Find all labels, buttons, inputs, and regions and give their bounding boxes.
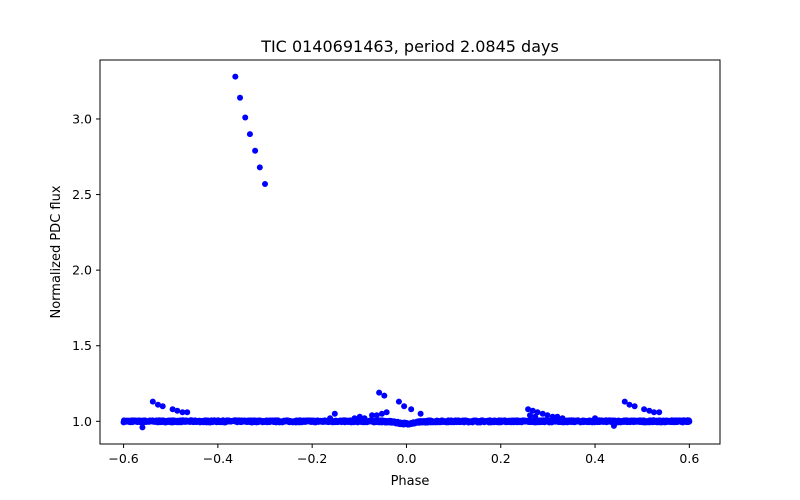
x-axis: −0.6 −0.4 −0.2 0.0 0.2 0.4 0.6 bbox=[108, 444, 699, 466]
data-point bbox=[383, 409, 390, 416]
data-point bbox=[641, 406, 648, 413]
data-point bbox=[376, 389, 383, 396]
data-point bbox=[532, 413, 539, 420]
data-point bbox=[149, 398, 156, 405]
y-tick-label: 1.5 bbox=[72, 338, 92, 353]
data-point bbox=[417, 410, 424, 417]
data-point bbox=[242, 114, 249, 121]
y-axis: 1.0 1.5 2.0 2.5 3.0 bbox=[72, 111, 100, 429]
data-point bbox=[395, 398, 402, 405]
data-point bbox=[626, 401, 633, 408]
data-point bbox=[539, 410, 546, 417]
data-point bbox=[544, 412, 551, 419]
data-point bbox=[262, 180, 269, 187]
data-point bbox=[174, 407, 181, 414]
data-point bbox=[656, 409, 663, 416]
y-tick-label: 3.0 bbox=[72, 111, 92, 126]
x-tick-label: −0.6 bbox=[108, 451, 138, 466]
y-tick-label: 2.0 bbox=[72, 263, 92, 278]
data-point bbox=[139, 424, 146, 431]
data-point bbox=[154, 401, 161, 408]
y-axis-label: Normalized PDC flux bbox=[49, 185, 64, 318]
data-point bbox=[408, 406, 415, 413]
x-tick-label: −0.2 bbox=[297, 451, 327, 466]
data-point bbox=[646, 407, 653, 414]
plot-frame bbox=[99, 59, 721, 445]
x-axis-label: Phase bbox=[391, 474, 430, 489]
data-point bbox=[356, 413, 363, 420]
data-point bbox=[525, 406, 532, 413]
data-point bbox=[252, 147, 259, 154]
data-point bbox=[184, 409, 191, 416]
data-point bbox=[592, 415, 599, 422]
data-point bbox=[559, 415, 566, 422]
data-point bbox=[610, 422, 617, 429]
data-point bbox=[246, 131, 253, 138]
data-points bbox=[120, 73, 693, 431]
data-point bbox=[159, 403, 166, 410]
x-tick-label: 0.6 bbox=[679, 451, 699, 466]
data-point bbox=[378, 410, 385, 417]
data-point bbox=[529, 407, 536, 414]
y-tick-label: 2.5 bbox=[72, 187, 92, 202]
data-point bbox=[526, 412, 533, 419]
data-point bbox=[351, 415, 358, 422]
x-tick-label: −0.4 bbox=[203, 451, 233, 466]
data-point bbox=[237, 94, 244, 101]
baseline-point bbox=[686, 418, 693, 425]
data-point bbox=[401, 403, 408, 410]
data-point bbox=[621, 398, 628, 405]
x-tick-label: 0.2 bbox=[491, 451, 511, 466]
data-point bbox=[179, 409, 186, 416]
data-point bbox=[631, 403, 638, 410]
data-point bbox=[331, 410, 338, 417]
data-point bbox=[554, 413, 561, 420]
data-point bbox=[534, 409, 541, 416]
data-point bbox=[369, 412, 376, 419]
data-point bbox=[650, 409, 657, 416]
data-point bbox=[232, 73, 239, 80]
x-tick-label: 0.4 bbox=[585, 451, 605, 466]
data-point bbox=[549, 413, 556, 420]
y-tick-label: 1.0 bbox=[72, 414, 92, 429]
data-point bbox=[373, 412, 380, 419]
data-point bbox=[169, 406, 176, 413]
data-point bbox=[327, 415, 334, 422]
data-point bbox=[381, 392, 388, 399]
data-point bbox=[256, 164, 263, 171]
data-point bbox=[361, 415, 368, 422]
x-tick-label: 0.0 bbox=[397, 451, 417, 466]
chart-title: TIC 0140691463, period 2.0845 days bbox=[260, 37, 559, 56]
